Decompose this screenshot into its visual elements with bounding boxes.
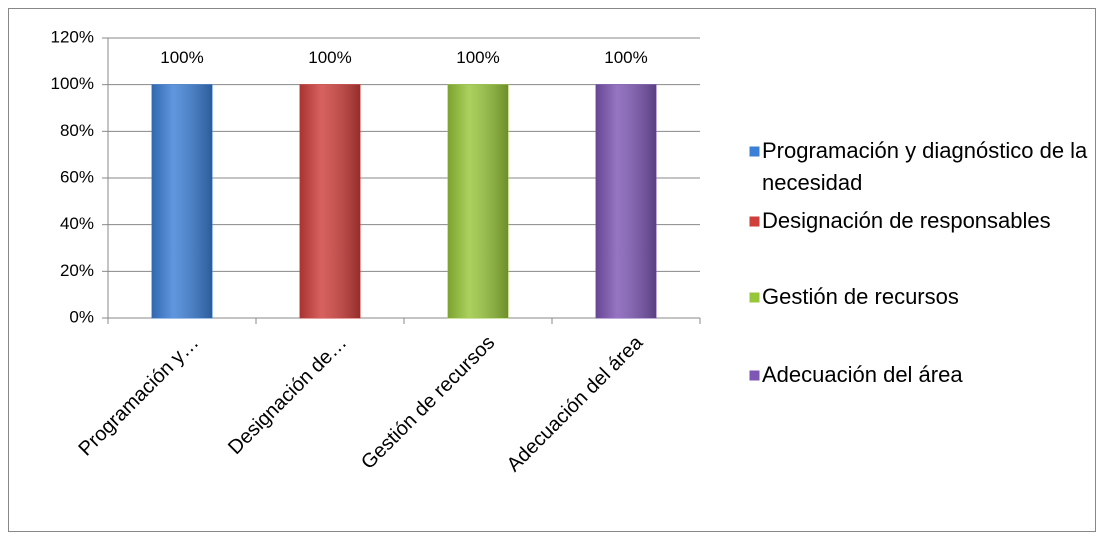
- data-label: 100%: [308, 48, 351, 67]
- y-tick-label: 20%: [60, 261, 94, 280]
- legend-label: Programación y diagnóstico de la necesid…: [762, 138, 1088, 195]
- legend-swatch: [748, 145, 761, 158]
- legend-swatch: [748, 291, 761, 304]
- legend-swatch: [748, 369, 761, 382]
- y-tick-label: 100%: [51, 74, 94, 93]
- legend-entry: Programación y diagnóstico de la necesid…: [762, 138, 1088, 195]
- y-tick-label: 60%: [60, 167, 94, 186]
- y-tick-label: 120%: [51, 27, 94, 46]
- y-tick-label: 40%: [60, 214, 94, 233]
- y-tick-label: 0%: [69, 307, 94, 326]
- data-label: 100%: [456, 48, 499, 67]
- legend-label: Designación de responsables: [762, 208, 1051, 233]
- legend-entry: Gestión de recursos: [762, 284, 959, 309]
- bar-shine: [596, 84, 656, 319]
- legend-swatch: [748, 215, 761, 228]
- bar-shine: [300, 84, 360, 319]
- legend-entry: Designación de responsables: [762, 208, 1051, 233]
- legend-entry: Adecuación del área: [762, 362, 963, 387]
- bar-shine: [152, 84, 212, 319]
- data-label: 100%: [160, 48, 203, 67]
- data-label: 100%: [604, 48, 647, 67]
- bar-shine: [448, 84, 508, 319]
- legend-label: Adecuación del área: [762, 362, 963, 387]
- y-tick-label: 80%: [60, 121, 94, 140]
- legend-label: Gestión de recursos: [762, 284, 959, 309]
